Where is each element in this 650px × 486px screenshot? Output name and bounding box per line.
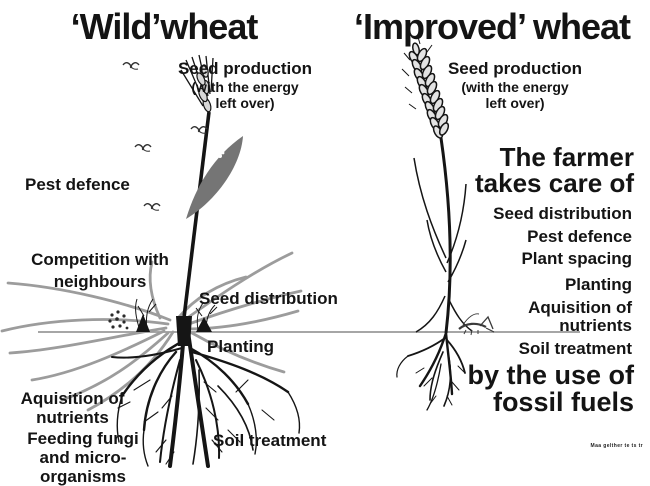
wild-feeding-fungi-label: Feeding fungi and micro-organisms (27, 429, 139, 486)
flying-insect-icon (190, 126, 208, 134)
wild-planting-label: Planting (207, 337, 275, 356)
wild-pest-defence-label: Pest defence (25, 175, 130, 194)
improved-seed-production-label: Seed production (447, 59, 583, 78)
care-item-pest-defence: Pest defence (527, 227, 632, 246)
care-item-aquisition: Aquisition of nutrients (528, 298, 632, 335)
beetle-icon (108, 310, 129, 330)
wild-aquisition-label: Aquisition of nutrients (20, 389, 125, 427)
wild-competition-label: Competition with neighbours (31, 250, 169, 291)
improved-head-icon (408, 42, 450, 139)
wild-leaf-icon (186, 136, 243, 219)
wild-seed-production-note: (with the energy left over) (191, 79, 299, 111)
improved-title: ‘Improved’ wheat (353, 6, 631, 47)
flying-insect-icon (134, 144, 152, 152)
improved-wheat-plant-icon (396, 36, 473, 411)
care-item-planting: Planting (564, 275, 632, 294)
flying-insect-icon (122, 62, 140, 70)
wild-title: ‘Wild’wheat (70, 6, 259, 47)
improved-seed-production-note: (with the energy left over) (461, 79, 569, 111)
leaf-bug-icon (215, 151, 225, 158)
wild-seed-production-label: Seed production (177, 59, 313, 78)
improved-awn-ticks-icon (401, 36, 433, 110)
care-item-seed-distribution: Seed distribution (493, 204, 632, 223)
care-item-soil-treatment: Soil treatment (518, 339, 632, 358)
care-item-plant-spacing: Plant spacing (521, 249, 632, 268)
wild-wheat-plant-icon (176, 54, 243, 346)
grasshopper-icon (458, 313, 495, 336)
improved-leaves-icon (413, 157, 473, 333)
wild-base-clutter-icon (108, 298, 218, 332)
wild-grains-icon (196, 64, 212, 113)
farmer-heading: The farmer takes care of (475, 142, 634, 198)
wild-soil-treatment-label: Soil treatment (213, 431, 327, 450)
improved-roots-icon (396, 331, 466, 411)
fossil-fuels-heading: by the use of fossil fuels (467, 360, 634, 417)
illustration (0, 36, 580, 468)
flying-insect-icon (143, 203, 161, 211)
credit-signature: Maa gelther te ts tr (590, 443, 643, 449)
wild-grass-icon (0, 251, 303, 412)
wheat-comparison-diagram: ‘Wild’wheat Seed production (with the en… (0, 6, 643, 486)
wild-seed-distribution-label: Seed distribution (199, 289, 338, 308)
